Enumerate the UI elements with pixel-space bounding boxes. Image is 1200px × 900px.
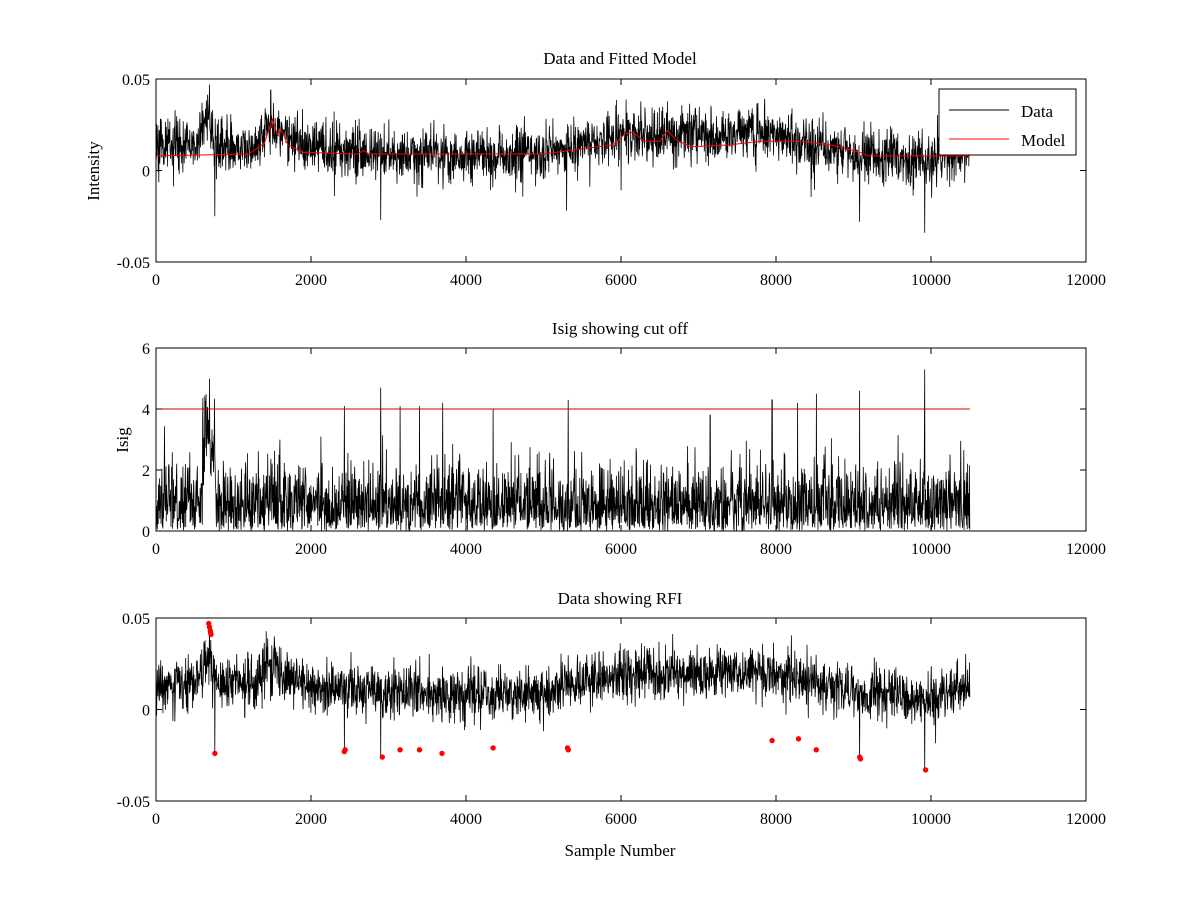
rfi-point xyxy=(212,750,218,757)
plot-series xyxy=(156,369,971,531)
x-tick-label: 0 xyxy=(152,541,160,558)
x-tick-label: 12000 xyxy=(1066,272,1106,289)
legend-box xyxy=(938,88,1077,156)
rfi-point xyxy=(342,747,348,753)
x-tick-label: 6000 xyxy=(605,541,637,558)
x-tick-label: 8000 xyxy=(760,272,792,289)
y-tick-label: 6 xyxy=(142,341,150,358)
panel-data-and-model: Data and Fitted Model Intensity 0 2000 400… xyxy=(84,49,1106,289)
x-tick-label: 12000 xyxy=(1066,541,1106,558)
y-tick-label: 0.05 xyxy=(122,611,150,628)
x-tick-label: 8000 xyxy=(760,811,792,828)
series-model-line xyxy=(156,117,970,157)
legend: Data Model xyxy=(938,88,1077,156)
x-tick-label: 6000 xyxy=(605,811,637,828)
rfi-point xyxy=(379,754,385,760)
panel-isig-cutoff: Isig showing cut off Isig 0 2000 4000 6000 8… xyxy=(113,319,1106,558)
x-tick-label: 10000 xyxy=(911,811,951,828)
x-tick-label: 4000 xyxy=(450,811,482,828)
panel-title: Isig showing cut off xyxy=(552,319,688,338)
x-tick-label: 0 xyxy=(152,811,160,828)
y-tick-label: 0 xyxy=(142,524,150,541)
y-tick-label: 0.05 xyxy=(122,72,150,89)
rfi-point xyxy=(439,750,445,757)
panel-title: Data showing RFI xyxy=(558,589,683,608)
panel-data-rfi: Data showing RFI Sample Number 0 2000 4000… xyxy=(117,589,1106,860)
plot-series xyxy=(156,620,971,773)
rfi-point xyxy=(769,737,775,744)
x-tick-label: 2000 xyxy=(295,541,327,558)
y-axis-label: Isig xyxy=(113,427,132,453)
series-data-line xyxy=(156,623,971,770)
rfi-point xyxy=(857,756,864,762)
rfi-point xyxy=(922,767,929,773)
x-tick-label: 4000 xyxy=(450,272,482,289)
x-tick-label: 8000 xyxy=(760,541,792,558)
y-tick-label: 0 xyxy=(142,703,150,720)
rfi-point xyxy=(565,747,571,753)
rfi-point xyxy=(490,745,496,751)
panel-title: Data and Fitted Model xyxy=(543,49,697,68)
x-tick-label: 2000 xyxy=(295,272,327,289)
legend-model-label: Model xyxy=(1021,131,1066,150)
y-tick-label: -0.05 xyxy=(117,794,150,811)
y-tick-label: -0.05 xyxy=(117,255,150,272)
x-tick-label: 10000 xyxy=(911,541,951,558)
y-tick-label: 0 xyxy=(142,164,150,181)
x-axis-label: Sample Number xyxy=(565,841,676,860)
legend-data-label: Data xyxy=(1021,102,1054,121)
rfi-point xyxy=(795,736,802,742)
y-tick-label: 2 xyxy=(142,463,150,480)
rfi-point xyxy=(416,747,423,753)
rfi-point xyxy=(208,631,214,638)
plot-series xyxy=(156,84,971,233)
rfi-point xyxy=(397,747,403,753)
x-tick-label: 10000 xyxy=(911,272,951,289)
x-tick-label: 6000 xyxy=(605,272,637,289)
x-tick-label: 2000 xyxy=(295,811,327,828)
x-tick-label: 0 xyxy=(152,272,160,289)
rfi-point xyxy=(813,747,819,753)
series-isig-line xyxy=(156,369,971,531)
y-axis-label: Intensity xyxy=(84,141,103,201)
y-tick-label: 4 xyxy=(142,402,150,419)
x-tick-label: 12000 xyxy=(1066,811,1106,828)
x-tick-label: 4000 xyxy=(450,541,482,558)
series-data-line xyxy=(156,84,971,233)
